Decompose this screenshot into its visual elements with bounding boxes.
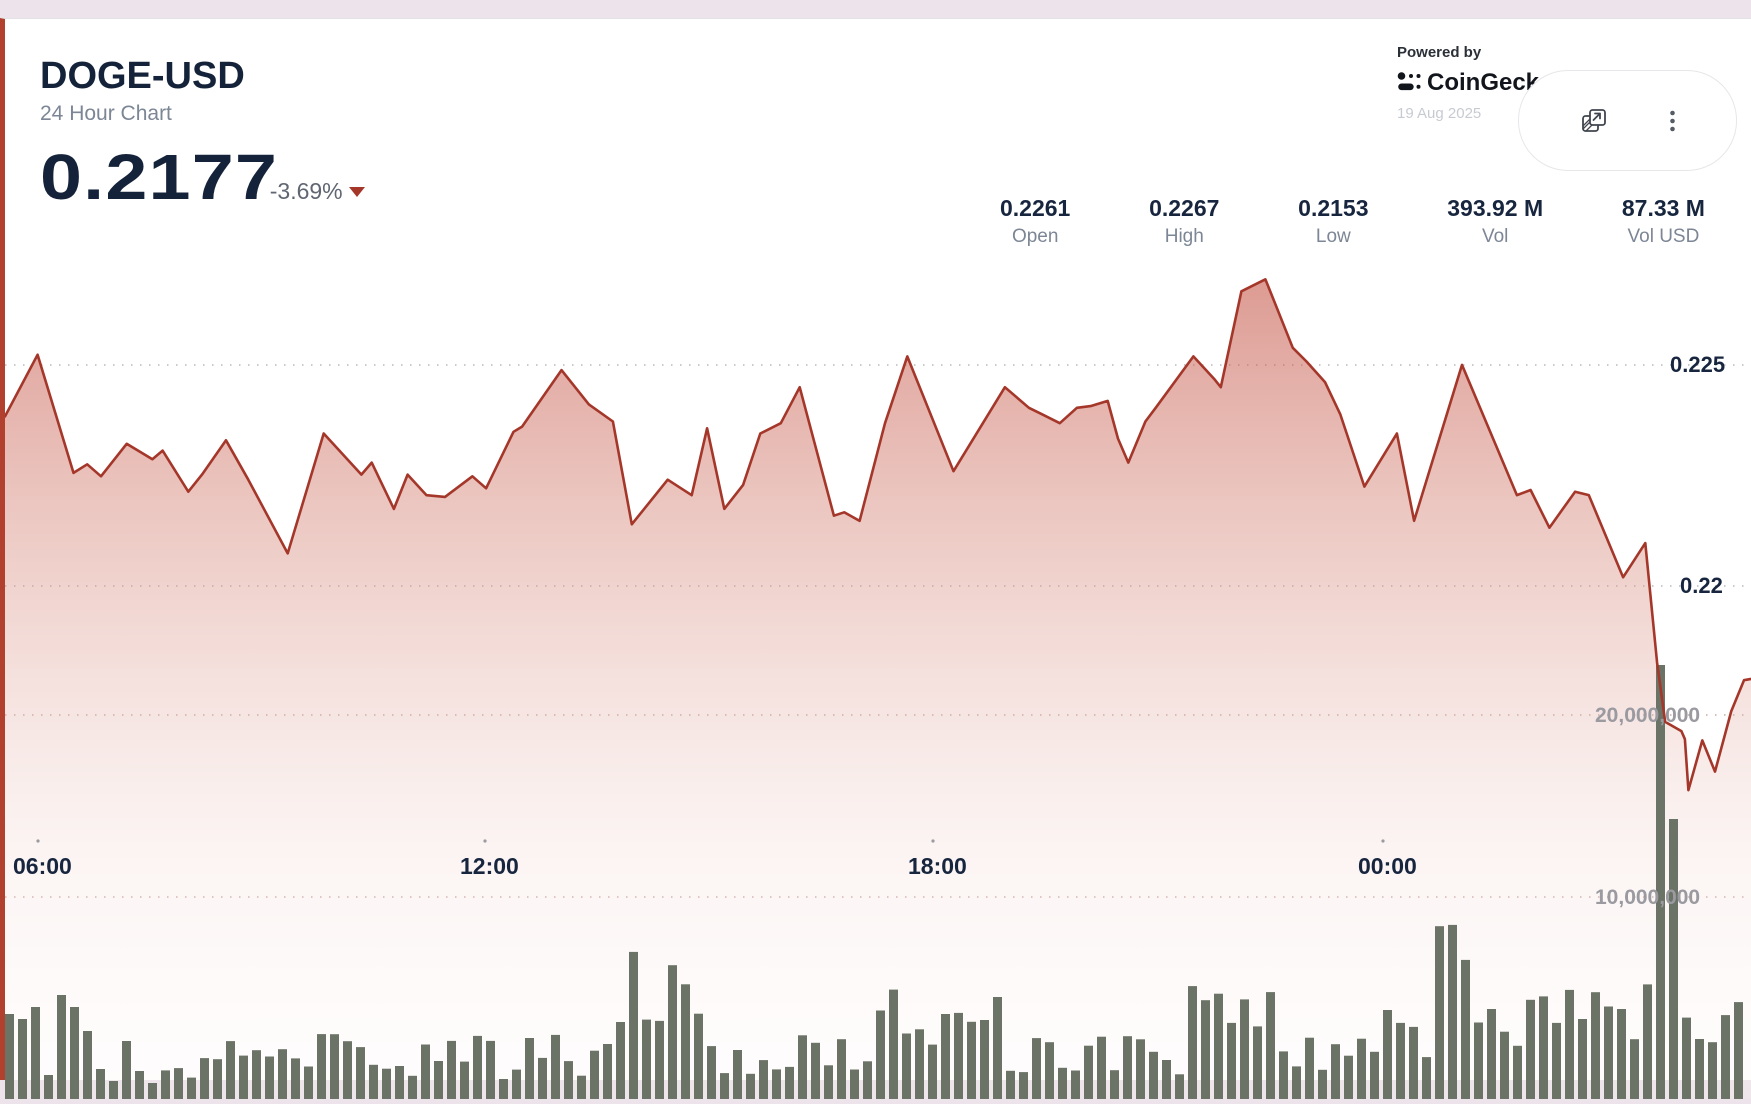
- svg-text:00:00: 00:00: [1358, 853, 1417, 879]
- svg-text:12:00: 12:00: [460, 853, 519, 879]
- svg-text:0.22: 0.22: [1680, 573, 1723, 598]
- svg-text:18:00: 18:00: [908, 853, 967, 879]
- svg-text:10,000,000: 10,000,000: [1595, 886, 1700, 909]
- svg-text:06:00: 06:00: [13, 853, 72, 879]
- svg-text:0.225: 0.225: [1670, 352, 1725, 377]
- svg-text:20,000,000: 20,000,000: [1595, 704, 1700, 727]
